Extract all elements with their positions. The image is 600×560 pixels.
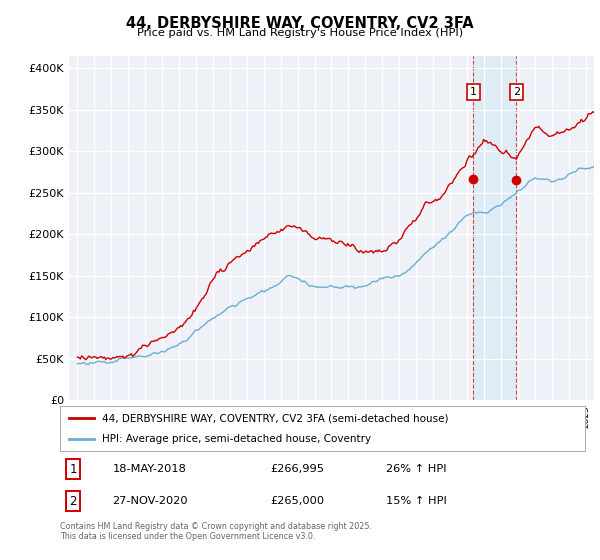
Text: 1: 1 xyxy=(470,87,477,97)
Text: HPI: Average price, semi-detached house, Coventry: HPI: Average price, semi-detached house,… xyxy=(102,433,371,444)
Text: 44, DERBYSHIRE WAY, COVENTRY, CV2 3FA: 44, DERBYSHIRE WAY, COVENTRY, CV2 3FA xyxy=(126,16,474,31)
Bar xyxy=(473,56,516,400)
Text: 26% ↑ HPI: 26% ↑ HPI xyxy=(386,464,446,474)
Text: £266,995: £266,995 xyxy=(270,464,324,474)
Text: Contains HM Land Registry data © Crown copyright and database right 2025.
This d: Contains HM Land Registry data © Crown c… xyxy=(60,522,372,542)
Text: 27-NOV-2020: 27-NOV-2020 xyxy=(113,496,188,506)
Text: 18-MAY-2018: 18-MAY-2018 xyxy=(113,464,187,474)
Text: 2: 2 xyxy=(513,87,520,97)
Text: 2: 2 xyxy=(70,494,77,508)
Text: 1: 1 xyxy=(70,463,77,475)
Text: Price paid vs. HM Land Registry's House Price Index (HPI): Price paid vs. HM Land Registry's House … xyxy=(137,28,463,38)
Text: 44, DERBYSHIRE WAY, COVENTRY, CV2 3FA (semi-detached house): 44, DERBYSHIRE WAY, COVENTRY, CV2 3FA (s… xyxy=(102,413,449,423)
Text: 15% ↑ HPI: 15% ↑ HPI xyxy=(386,496,446,506)
Text: £265,000: £265,000 xyxy=(270,496,324,506)
